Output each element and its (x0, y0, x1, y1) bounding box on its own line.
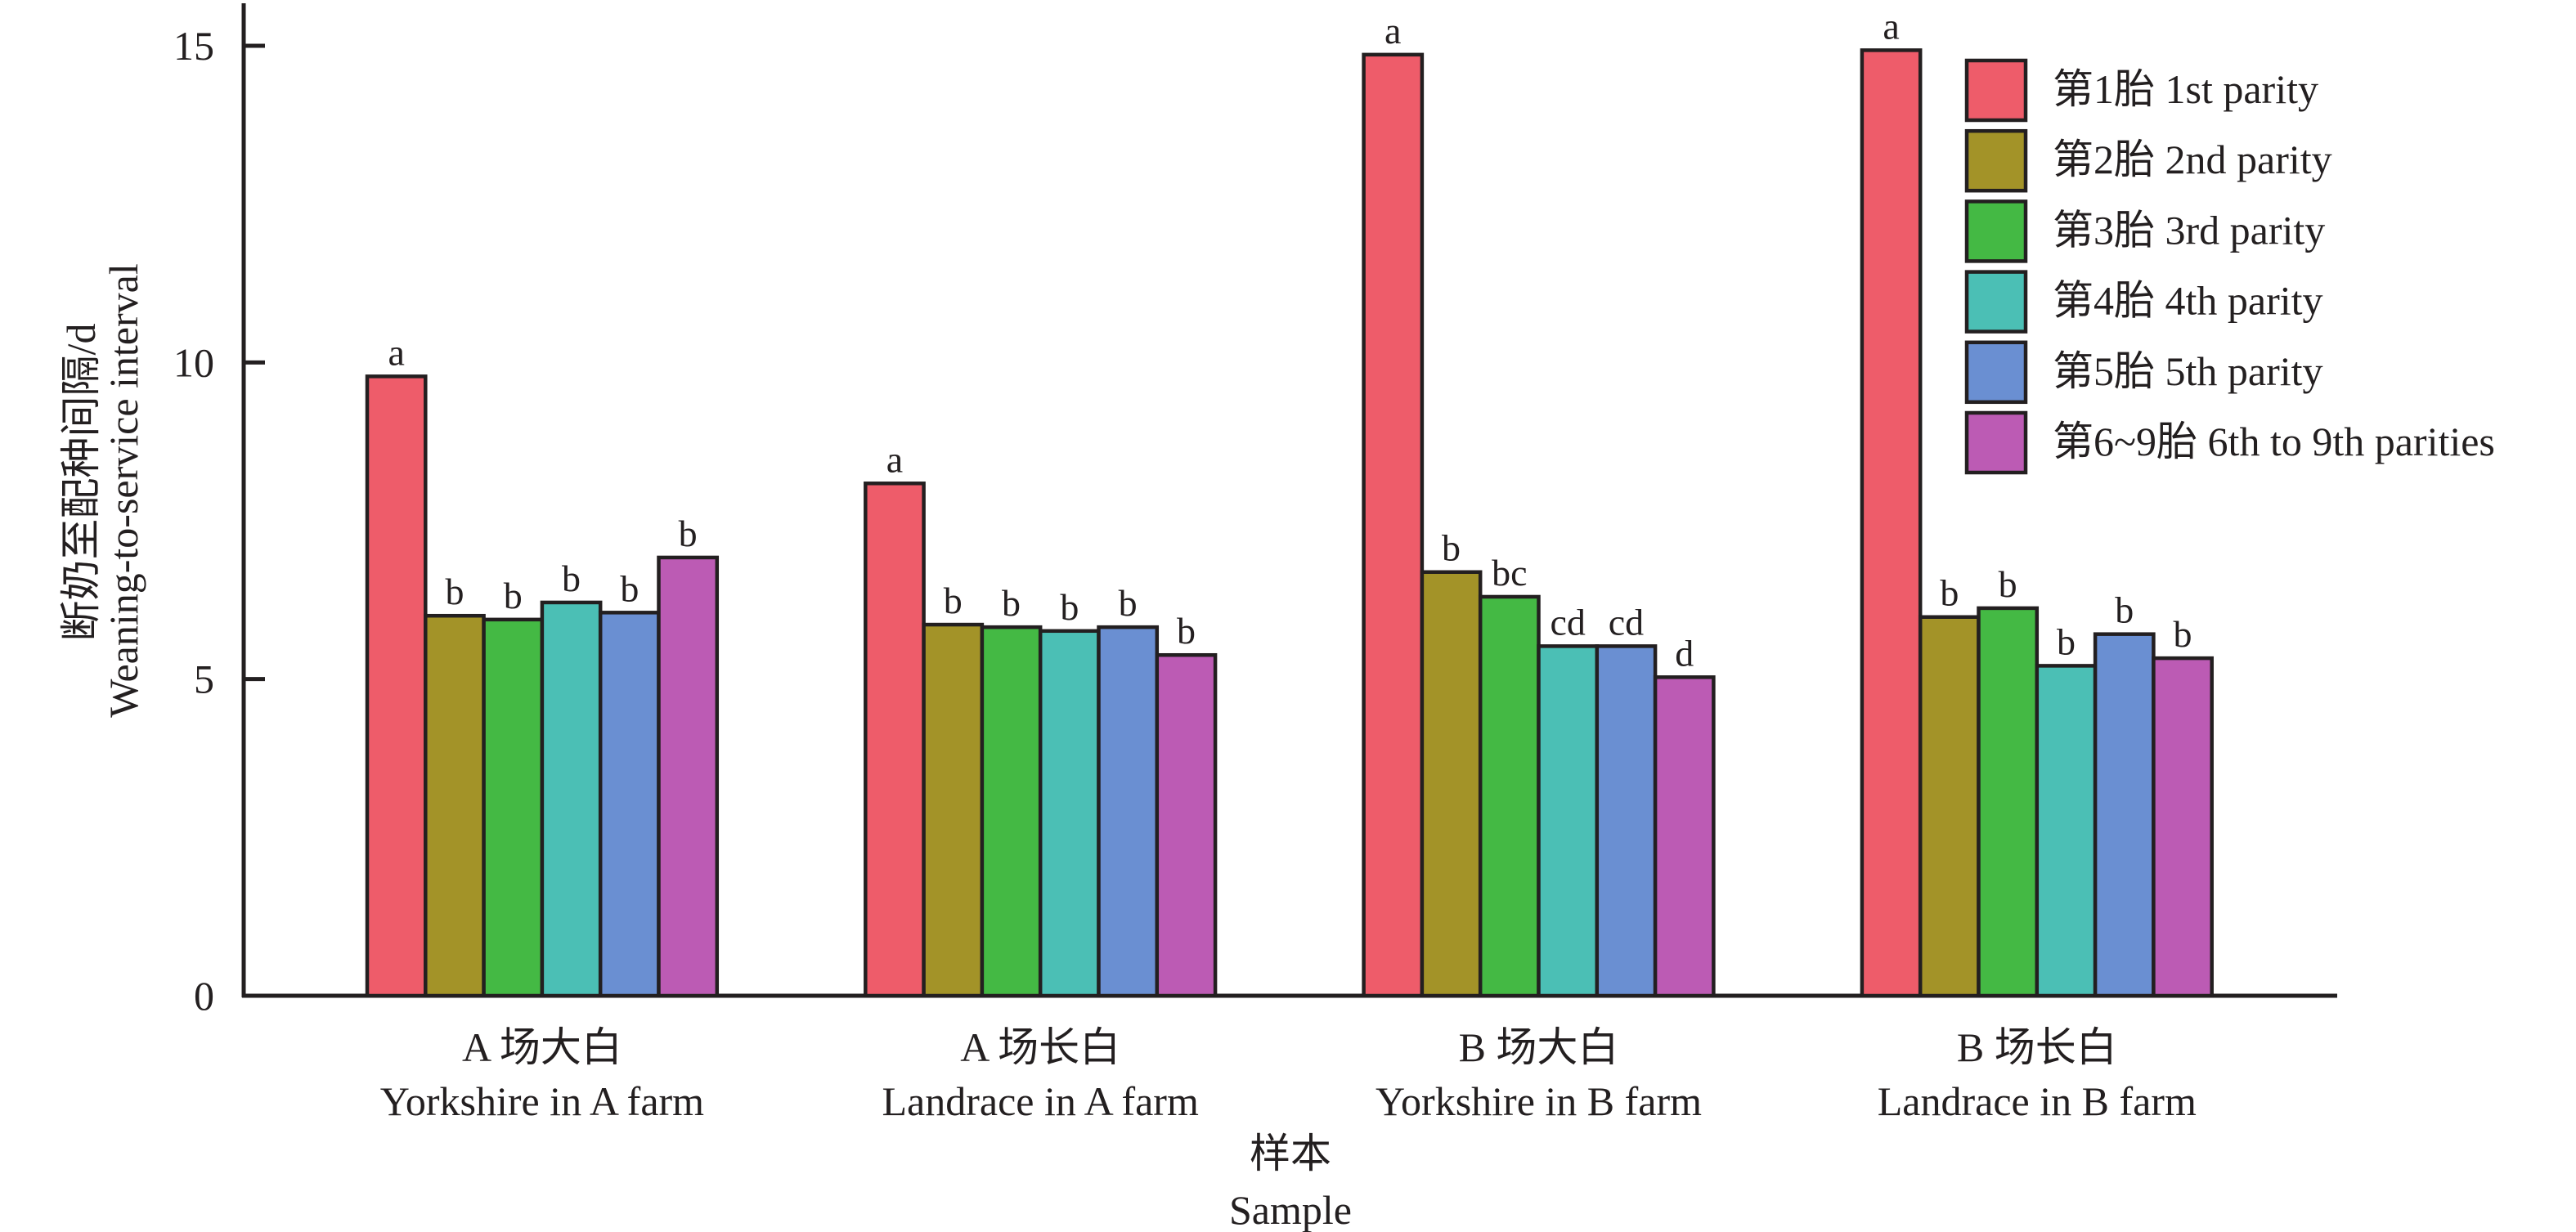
significance-label: b (1442, 527, 1461, 569)
significance-label: b (1002, 582, 1021, 624)
y-axis-title-en: Weaning-to-service interval (101, 263, 146, 717)
legend-label: 第1胎 1st parity (2053, 66, 2318, 112)
legend-swatch (1964, 128, 2028, 193)
significance-label: b (504, 575, 523, 616)
significance-label: b (1177, 610, 1196, 652)
significance-label: b (445, 571, 464, 612)
significance-label: b (1940, 572, 1959, 614)
bar (1653, 675, 1716, 998)
bar (1977, 606, 2040, 998)
legend-item: 第6~9胎 6th to 9th parities (1964, 410, 2495, 475)
bar (482, 617, 545, 998)
bar (864, 482, 926, 998)
bar (2093, 632, 2156, 998)
legend-item: 第1胎 1st parity (1964, 58, 2318, 123)
significance-label: b (679, 513, 698, 554)
bar (540, 600, 603, 998)
legend: 第1胎 1st parity 第2胎 2nd parity 第3胎 3rd pari… (1964, 58, 2495, 475)
bar (424, 613, 486, 998)
significance-label: b (2057, 620, 2076, 662)
bar (1097, 625, 1160, 998)
y-axis-ticks: 0 5 10 15 (173, 23, 265, 1019)
y-axis-title: 断奶至配种间隔/d Weaning-to-service interval (58, 263, 146, 717)
y-tick-label: 15 (173, 23, 214, 69)
bar (1420, 570, 1483, 998)
bar (1478, 594, 1541, 998)
bar (598, 611, 661, 998)
legend-item: 第4胎 4th parity (1964, 270, 2323, 334)
bar (1362, 52, 1425, 998)
legend-label: 第3胎 3rd parity (2053, 207, 2325, 253)
legend-label: 第2胎 2nd parity (2053, 137, 2332, 182)
significance-label: bc (1492, 552, 1527, 594)
significance-label: a (1883, 5, 1899, 47)
bar (1155, 652, 1218, 998)
category-label-en: Yorkshire in B farm (1376, 1078, 1702, 1124)
y-tick-label: 10 (173, 339, 214, 385)
significance-label: a (1384, 10, 1401, 52)
significance-label: b (562, 558, 581, 599)
bar (922, 622, 985, 998)
legend-label: 第5胎 5th parity (2053, 348, 2323, 394)
y-tick-label: 5 (194, 656, 214, 702)
bar (980, 625, 1043, 998)
category-label-cn: A 场长白 (960, 1024, 1120, 1070)
significance-label: b (620, 567, 639, 609)
legend-label: 第6~9胎 6th to 9th parities (2053, 419, 2495, 464)
category-label-en: Landrace in A farm (882, 1078, 1199, 1124)
significance-label: b (1119, 582, 1138, 624)
bar (1537, 644, 1600, 998)
category-labels: A 场大白 Yorkshire in A farm A 场长白 Landrace in… (380, 1024, 2197, 1124)
category-label-en: Landrace in B farm (1878, 1078, 2197, 1124)
significance-label: d (1675, 632, 1694, 674)
significance-label: b (2174, 613, 2192, 655)
bar (1595, 644, 1658, 998)
significance-label: b (1999, 563, 2017, 605)
legend-label: 第4胎 4th parity (2053, 278, 2323, 324)
bar (2152, 656, 2214, 998)
significance-label: a (388, 331, 404, 373)
legend-swatch (1964, 199, 2028, 263)
bars (365, 48, 2214, 998)
bar (657, 555, 720, 998)
bar (2035, 664, 2098, 998)
x-axis-title-en: Sample (1229, 1187, 1352, 1232)
legend-item: 第2胎 2nd parity (1964, 128, 2332, 193)
x-axis-title: 样本 Sample (1229, 1131, 1352, 1232)
y-axis-title-cn: 断奶至配种间隔/d (58, 324, 104, 642)
category-label-cn: A 场大白 (462, 1024, 622, 1070)
y-tick-label: 0 (194, 973, 214, 1019)
legend-item: 第3胎 3rd parity (1964, 199, 2325, 263)
bar (1860, 48, 1923, 998)
category-label-cn: B 场大白 (1459, 1024, 1619, 1070)
legend-swatch (1964, 340, 2028, 405)
bar (1038, 629, 1101, 998)
significance-label: b (944, 580, 963, 621)
significance-label: cd (1550, 601, 1585, 643)
category-label-cn: B 场长白 (1957, 1024, 2117, 1070)
x-axis-title-cn: 样本 (1250, 1131, 1331, 1176)
significance-label: cd (1609, 601, 1644, 643)
legend-item: 第5胎 5th parity (1964, 340, 2323, 405)
legend-swatch (1964, 410, 2028, 475)
significance-label: a (886, 438, 903, 480)
category-label-en: Yorkshire in A farm (380, 1078, 704, 1124)
significance-label: b (2115, 589, 2134, 631)
bar (1918, 615, 1981, 998)
bar (365, 374, 428, 998)
legend-swatch (1964, 270, 2028, 334)
significance-label: b (1060, 586, 1079, 628)
legend-swatch (1964, 58, 2028, 123)
